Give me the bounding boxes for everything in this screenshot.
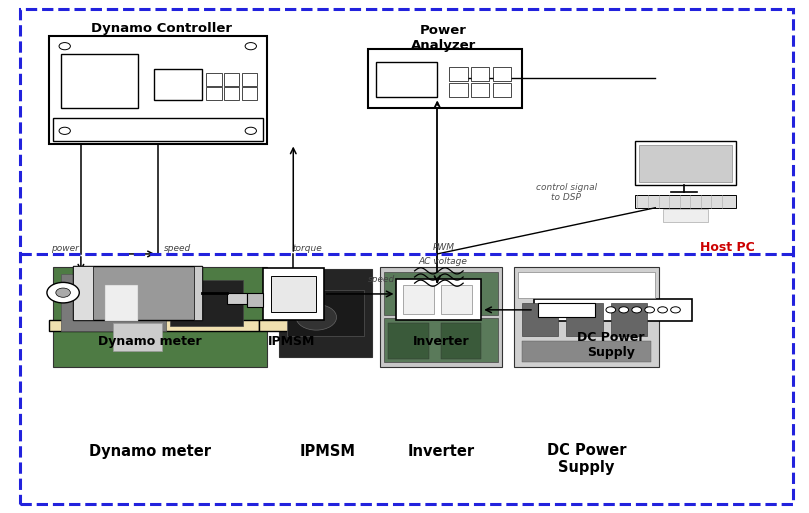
Bar: [154, 69, 202, 100]
Text: Power
Analyzer: Power Analyzer: [411, 25, 476, 52]
Bar: [471, 83, 489, 97]
Text: DC Power
Supply: DC Power Supply: [577, 331, 645, 359]
Bar: [514, 267, 659, 367]
Bar: [449, 83, 468, 97]
Circle shape: [671, 307, 680, 313]
Bar: [263, 268, 324, 320]
Circle shape: [245, 127, 256, 134]
Bar: [194, 266, 202, 320]
Text: PWM: PWM: [432, 243, 455, 252]
Bar: [396, 279, 481, 320]
Bar: [73, 266, 202, 320]
Bar: [522, 341, 651, 362]
Bar: [566, 303, 603, 336]
Text: power: power: [51, 244, 78, 253]
Text: DC Power
Supply: DC Power Supply: [547, 443, 626, 476]
Circle shape: [56, 288, 70, 298]
Text: Inverter: Inverter: [413, 334, 469, 348]
Text: Inverter: Inverter: [408, 444, 474, 459]
Bar: [376, 62, 437, 97]
Circle shape: [296, 305, 337, 330]
Bar: [611, 303, 647, 336]
Bar: [105, 285, 138, 321]
Bar: [384, 272, 498, 315]
Text: IPMSM: IPMSM: [299, 444, 356, 459]
Bar: [518, 272, 655, 298]
Bar: [279, 269, 372, 357]
Text: Dynamo meter: Dynamo meter: [89, 444, 210, 459]
Bar: [287, 290, 364, 336]
Bar: [441, 285, 472, 314]
Bar: [538, 303, 595, 317]
Bar: [227, 292, 247, 304]
Bar: [170, 280, 243, 326]
Circle shape: [245, 43, 256, 50]
Circle shape: [619, 307, 629, 313]
Bar: [368, 49, 522, 108]
Bar: [534, 299, 692, 321]
Bar: [247, 292, 263, 307]
Circle shape: [606, 307, 616, 313]
Bar: [449, 67, 468, 81]
Bar: [384, 318, 498, 362]
Text: AC voltage: AC voltage: [419, 257, 468, 266]
Bar: [224, 73, 239, 86]
Bar: [113, 323, 162, 351]
Circle shape: [632, 307, 642, 313]
Bar: [635, 195, 736, 208]
Text: speed: speed: [164, 244, 192, 253]
Bar: [380, 267, 502, 367]
Bar: [639, 145, 732, 182]
Text: Host PC: Host PC: [700, 241, 755, 254]
Bar: [206, 73, 222, 86]
Text: IPMSM: IPMSM: [268, 334, 315, 348]
Text: Dynamo meter: Dynamo meter: [98, 334, 201, 348]
Bar: [242, 73, 257, 86]
Bar: [259, 320, 328, 331]
Text: control signal
to DSP: control signal to DSP: [536, 183, 597, 202]
Bar: [242, 87, 257, 100]
Bar: [49, 36, 267, 144]
Text: Dynamo Controller: Dynamo Controller: [91, 22, 232, 35]
Bar: [522, 303, 558, 336]
Text: torque: torque: [293, 244, 322, 253]
Circle shape: [645, 307, 654, 313]
Circle shape: [658, 307, 667, 313]
Bar: [53, 118, 263, 141]
Bar: [73, 266, 93, 320]
Bar: [49, 320, 259, 331]
Bar: [663, 209, 708, 222]
Bar: [493, 83, 511, 97]
Bar: [61, 54, 138, 108]
Bar: [388, 323, 429, 359]
Bar: [403, 285, 434, 314]
Bar: [53, 267, 267, 367]
Bar: [392, 320, 485, 331]
Bar: [635, 141, 736, 185]
Bar: [61, 274, 166, 331]
Text: speed: speed: [368, 275, 396, 284]
Bar: [271, 276, 316, 312]
Bar: [493, 67, 511, 81]
Circle shape: [47, 282, 79, 303]
Bar: [471, 67, 489, 81]
Bar: [224, 87, 239, 100]
Bar: [441, 323, 481, 359]
Circle shape: [59, 43, 70, 50]
Circle shape: [59, 127, 70, 134]
Bar: [206, 87, 222, 100]
